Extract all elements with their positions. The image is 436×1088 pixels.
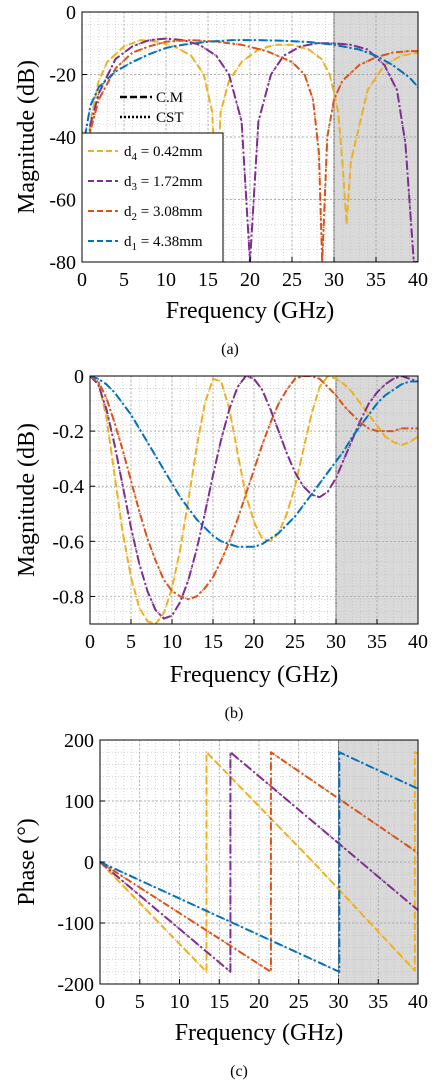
x-tick-label: 35 [367,631,387,653]
x-tick-label: 5 [135,991,145,1013]
x-tick-label: 30 [329,991,349,1013]
x-tick-label: 35 [368,991,388,1013]
chart-b: 0 5 10 15 20 25 30 35 40 0 -0.2 -0.4 -0.6 -0.8 Frequen… [14,366,428,722]
x-tick-label: 25 [282,269,302,291]
style-legend-label: C.M [156,90,183,106]
x-tick-label: 0 [85,631,95,653]
x-tick-label: 5 [126,631,136,653]
series-cst-d3 [82,37,418,262]
x-tick-label: 40 [408,991,428,1013]
legend-label-sub: 4 [132,151,138,163]
series-cst-d2 [90,376,418,601]
x-tick-label: 10 [156,269,176,291]
y-axis-label: Magnitude (dB) [14,423,40,577]
y-tick-label: -60 [49,190,76,212]
x-tick-label: 30 [324,269,344,291]
x-tick-label: 10 [162,631,182,653]
y-tick-label: -20 [49,65,76,87]
legend-label-post: = 0.42mm [137,144,203,160]
x-tick-label: 15 [198,269,218,291]
y-tick-label: 0 [84,852,94,874]
series-group [100,750,418,974]
legend-label-d4: d4 = 0.42mm [124,144,203,163]
x-tick-label: 40 [408,631,428,653]
chart-c: 0 5 10 15 20 25 30 35 40 200 100 0 -100 -200 Frequency… [14,730,428,1080]
series-line-d2 [100,751,418,973]
legend-label-pre: d [124,234,132,250]
x-axis-label: Frequency (GHz) [166,298,335,324]
legend-label-pre: d [124,174,132,190]
x-tick-label: 30 [326,631,346,653]
subfigure-caption: (a) [221,341,239,358]
series-cst-d4 [100,750,418,974]
x-axis-label: Frequency (GHz) [170,662,339,688]
series-cst-d3 [100,750,418,974]
x-tick-label: 15 [203,631,223,653]
x-axis-label: Frequency (GHz) [175,1020,344,1046]
chart-a: 0 5 10 15 20 25 30 35 40 0 -20 -40 -60 -80 Frequency (… [14,2,428,358]
style-legend-label: CST [156,110,184,126]
series-group [90,376,418,624]
legend-label-sub: 2 [132,211,138,223]
legend-label-pre: d [124,204,132,220]
series-line-d1 [82,39,418,153]
y-tick-label: -0.2 [52,421,84,443]
series-cst-d4 [82,39,418,262]
y-axis-label: Magnitude (dB) [14,60,40,214]
y-tick-label: -200 [57,974,94,996]
y-tick-label: 0 [74,366,84,388]
series-cst-d3 [90,376,418,620]
legend-label-d2: d2 = 3.08mm [124,204,203,223]
y-tick-label: -0.4 [52,476,84,498]
legend-label-sub: 3 [132,181,138,193]
y-tick-label: 100 [64,791,94,813]
y-tick-label: 200 [64,730,94,752]
x-tick-label: 25 [289,991,309,1013]
series-group [82,37,418,262]
legend-label-post: = 3.08mm [137,204,203,220]
legend-label-post: = 4.38mm [137,234,203,250]
y-axis-label: Phase (°) [14,818,40,906]
y-tick-label: -0.8 [52,586,84,608]
x-tick-label: 40 [408,269,428,291]
x-tick-label: 10 [170,991,190,1013]
subfigure-caption: (c) [230,1063,248,1080]
x-tick-label: 25 [285,631,305,653]
legend-label-d3: d3 = 1.72mm [124,174,203,193]
series-cst-d1 [100,750,418,974]
legend-label-d1: d1 = 4.38mm [124,234,203,253]
series-line-d4 [90,376,418,624]
x-tick-label: 20 [249,991,269,1013]
y-tick-label: -80 [49,252,76,274]
y-tick-label: 0 [66,2,76,24]
legend-label-pre: d [124,144,132,160]
series-cst-d1 [90,376,418,548]
legend-label-post: = 1.72mm [137,174,203,190]
y-tick-label: -100 [57,913,94,935]
y-tick-label: -40 [49,127,76,149]
x-tick-label: 15 [209,991,229,1013]
x-tick-label: 20 [244,631,264,653]
x-tick-label: 0 [77,269,87,291]
series-cst-d2 [100,750,418,974]
series-cst-d2 [82,39,418,262]
x-tick-label: 35 [366,269,386,291]
y-tick-label: -0.6 [52,531,84,553]
legend-label-sub: 1 [132,241,138,253]
x-tick-label: 0 [95,991,105,1013]
subfigure-caption: (b) [225,705,244,722]
legend-frame [81,132,224,263]
x-tick-label: 5 [119,269,129,291]
x-tick-label: 20 [240,269,260,291]
